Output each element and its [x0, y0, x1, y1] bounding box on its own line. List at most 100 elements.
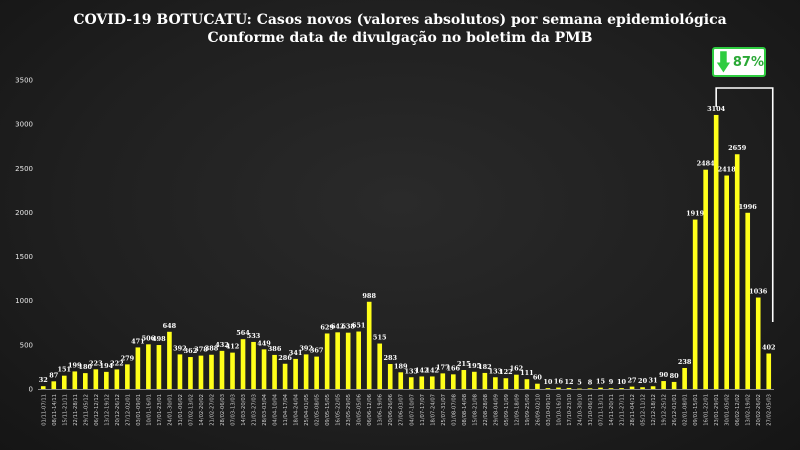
bar — [293, 358, 298, 389]
x-tick-label: 24/01-30/01 — [167, 394, 173, 426]
bar — [640, 387, 645, 389]
data-label: 177 — [436, 363, 450, 371]
data-label: 367 — [310, 347, 324, 355]
x-tick-label: 31/01-06/02 — [178, 394, 184, 426]
data-label: 279 — [121, 354, 135, 362]
data-label: 27 — [628, 377, 637, 385]
data-label: 412 — [226, 343, 240, 351]
y-tick-label: 0 — [29, 386, 33, 394]
chart-subtitle: Conforme data de divulgação no boletim d… — [207, 30, 593, 46]
data-label: 386 — [268, 345, 282, 353]
x-tick-label: 04/04-10/04 — [273, 393, 279, 425]
data-label: 8 — [588, 378, 593, 386]
data-label: 16 — [554, 378, 564, 386]
data-label: 80 — [670, 372, 680, 380]
data-label: 162 — [510, 365, 524, 373]
x-tick-label: 18/07-24/07 — [430, 394, 436, 426]
x-tick-label: 07/02-13/02 — [188, 394, 194, 426]
data-label: 2418 — [718, 166, 737, 174]
x-tick-label: 25/07-31/07 — [441, 394, 447, 426]
data-label: 238 — [678, 358, 692, 366]
bar — [451, 374, 456, 389]
data-label: 133 — [404, 367, 418, 375]
x-tick-label: 28/03-03/04 — [262, 393, 268, 425]
x-tick-label: 16/05-22/05 — [336, 394, 342, 426]
bar — [703, 169, 708, 389]
x-tick-label: 09/01-15/01 — [693, 394, 699, 426]
bar — [514, 374, 519, 389]
y-tick-label: 1500 — [15, 253, 33, 261]
data-label: 87 — [49, 371, 58, 379]
bar — [282, 363, 288, 389]
data-label: 142 — [425, 366, 439, 374]
decrease-callout: 87% — [712, 47, 766, 77]
x-tick-label: 22/08-28/08 — [483, 394, 489, 426]
x-tick-label: 08/08-14/08 — [462, 394, 468, 426]
bar — [61, 375, 67, 389]
y-tick-label: 500 — [20, 341, 33, 349]
data-label: 20 — [638, 377, 648, 385]
bar — [724, 175, 729, 389]
data-label: 9 — [609, 378, 614, 386]
data-label: 194 — [100, 362, 114, 370]
x-tick-label: 27/12-02/01 — [125, 394, 131, 426]
data-label: 199 — [68, 361, 82, 369]
x-tick-label: 29/08-04/09 — [493, 394, 499, 426]
x-tick-label: 12/09-18/09 — [514, 394, 520, 426]
bar — [272, 354, 277, 389]
x-tick-label: 02/01-08/01 — [683, 394, 689, 426]
x-tick-label: 20/12-26/12 — [115, 394, 121, 426]
data-label: 533 — [247, 332, 261, 340]
data-label: 182 — [478, 363, 492, 371]
data-label: 506 — [142, 334, 156, 342]
data-label: 222 — [110, 359, 124, 367]
bar — [230, 352, 235, 389]
bar — [335, 332, 340, 389]
chart-title: COVID-19 BOTUCATU: Casos novos (valores … — [73, 12, 727, 28]
x-tick-label: 13/02-19/02 — [746, 394, 752, 426]
data-label: 31 — [649, 376, 658, 384]
data-label: 988 — [362, 292, 376, 300]
bar — [608, 388, 614, 389]
bar — [345, 332, 351, 389]
data-label: 5 — [577, 379, 582, 387]
bar — [461, 370, 467, 389]
bar — [713, 114, 719, 389]
x-tick-label: 07/11-13/11 — [599, 394, 605, 426]
bar — [577, 388, 582, 390]
x-tick-label: 14/03-20/03 — [241, 394, 247, 426]
x-tick-label: 20/06-26/06 — [388, 394, 394, 426]
down-arrow-icon — [715, 50, 732, 75]
bar — [135, 347, 141, 389]
x-tick-label: 26/09-02/10 — [535, 394, 541, 426]
x-tick-label: 12/12-18/12 — [651, 394, 657, 426]
x-tick-label: 07/03-13/03 — [231, 394, 237, 426]
data-label: 515 — [373, 334, 387, 342]
bar — [72, 371, 78, 389]
bar — [114, 369, 120, 389]
x-tick-label: 17/10-23/10 — [567, 394, 573, 426]
data-label: 402 — [762, 344, 776, 352]
x-tick-label: 09/05-15/05 — [325, 394, 331, 426]
x-tick-label: 03/01-09/01 — [136, 394, 142, 426]
data-label: 15 — [596, 378, 606, 386]
data-label: 223 — [89, 359, 103, 367]
data-label: 2484 — [697, 160, 716, 168]
bar — [535, 383, 540, 389]
x-tick-label: 15/08-21/08 — [472, 394, 478, 426]
x-tick-label: 28/02-06/03 — [220, 394, 226, 426]
y-tick-label: 2500 — [15, 165, 33, 173]
data-label: 651 — [352, 322, 366, 330]
data-label: 286 — [278, 354, 292, 362]
bar — [240, 339, 246, 389]
data-label: 648 — [163, 322, 177, 330]
bar — [472, 371, 477, 389]
x-tick-label: 28/11-04/12 — [630, 394, 636, 426]
bar — [303, 354, 309, 389]
y-tick-label: 2000 — [15, 209, 33, 217]
bar — [398, 372, 404, 389]
data-label: 388 — [205, 345, 219, 353]
bar — [682, 367, 687, 389]
x-tick-label: 19/09-25/09 — [525, 394, 531, 426]
